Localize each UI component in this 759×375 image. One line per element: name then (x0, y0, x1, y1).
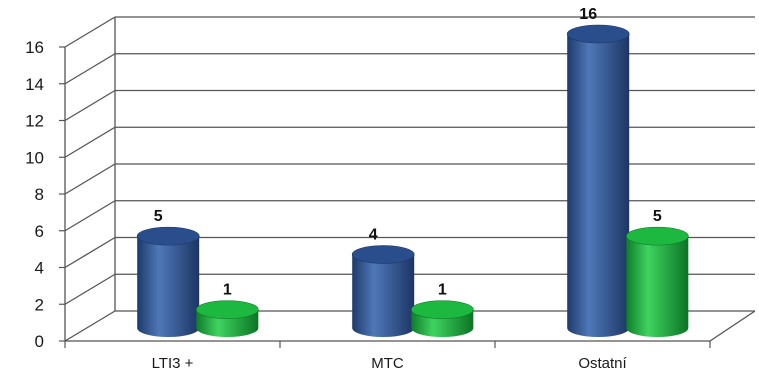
data-label-s1-c0: 1 (223, 282, 232, 299)
y-tick-label-6: 12 (25, 112, 44, 131)
bar-body (626, 236, 689, 338)
data-label-s0-c2: 16 (579, 6, 597, 23)
bar-body (352, 254, 415, 338)
bar-top (566, 24, 630, 44)
x-tick-label-0: LTI3 + (152, 355, 194, 372)
y-tick-label-5: 10 (25, 148, 44, 167)
bar-s0-c1 (351, 245, 415, 338)
data-label-s1-c2: 5 (653, 208, 662, 225)
wall-line-5 (64, 126, 116, 158)
bars (136, 24, 689, 338)
bar-top (626, 226, 689, 246)
bar-s1-c2 (626, 226, 689, 338)
wall-line-0 (64, 310, 116, 342)
data-labels: 5 4 16 1 1 5 (154, 6, 662, 299)
bar-s1-c1 (411, 300, 474, 338)
wall-line-1 (64, 273, 116, 305)
y-tick-label-0: 0 (35, 332, 44, 351)
y-tick-label-8: 16 (25, 38, 44, 57)
wall-line-6 (64, 89, 116, 122)
bar-top (351, 245, 415, 264)
bar-top (196, 300, 259, 319)
bar-s0-c2 (566, 24, 630, 338)
y-tick-label-4: 8 (35, 185, 44, 204)
grid-lines (64, 16, 755, 342)
data-label-s1-c1: 1 (438, 282, 447, 299)
y-tick-label-3: 6 (35, 222, 44, 241)
wall-line-7 (64, 53, 116, 85)
y-tick-label-7: 14 (25, 75, 44, 94)
axes (59, 17, 756, 348)
wall-line-2 (64, 236, 116, 269)
bar-body (567, 34, 630, 338)
data-label-s0-c1: 4 (369, 227, 378, 244)
bar-s1-c0 (196, 300, 259, 338)
data-label-s0-c0: 5 (154, 208, 163, 225)
wall-line-8 (64, 16, 116, 48)
bar-body (137, 236, 200, 338)
x-tick-label-1: MTC (371, 355, 404, 372)
bar-s0-c0 (136, 226, 200, 338)
y-tick-label-1: 2 (35, 295, 44, 314)
bar-top (136, 226, 200, 246)
wall-line-3 (64, 200, 116, 232)
y-tick-label-2: 4 (35, 259, 44, 278)
x-tick-label-2: Ostatní (578, 355, 627, 372)
y-tick-labels: 0 2 4 6 8 10 12 14 16 (25, 38, 44, 351)
bar-top (411, 300, 474, 319)
floor-right-edge (709, 310, 756, 342)
x-tick-labels: LTI3 + MTC Ostatní (152, 355, 628, 372)
wall-line-4 (64, 163, 116, 195)
